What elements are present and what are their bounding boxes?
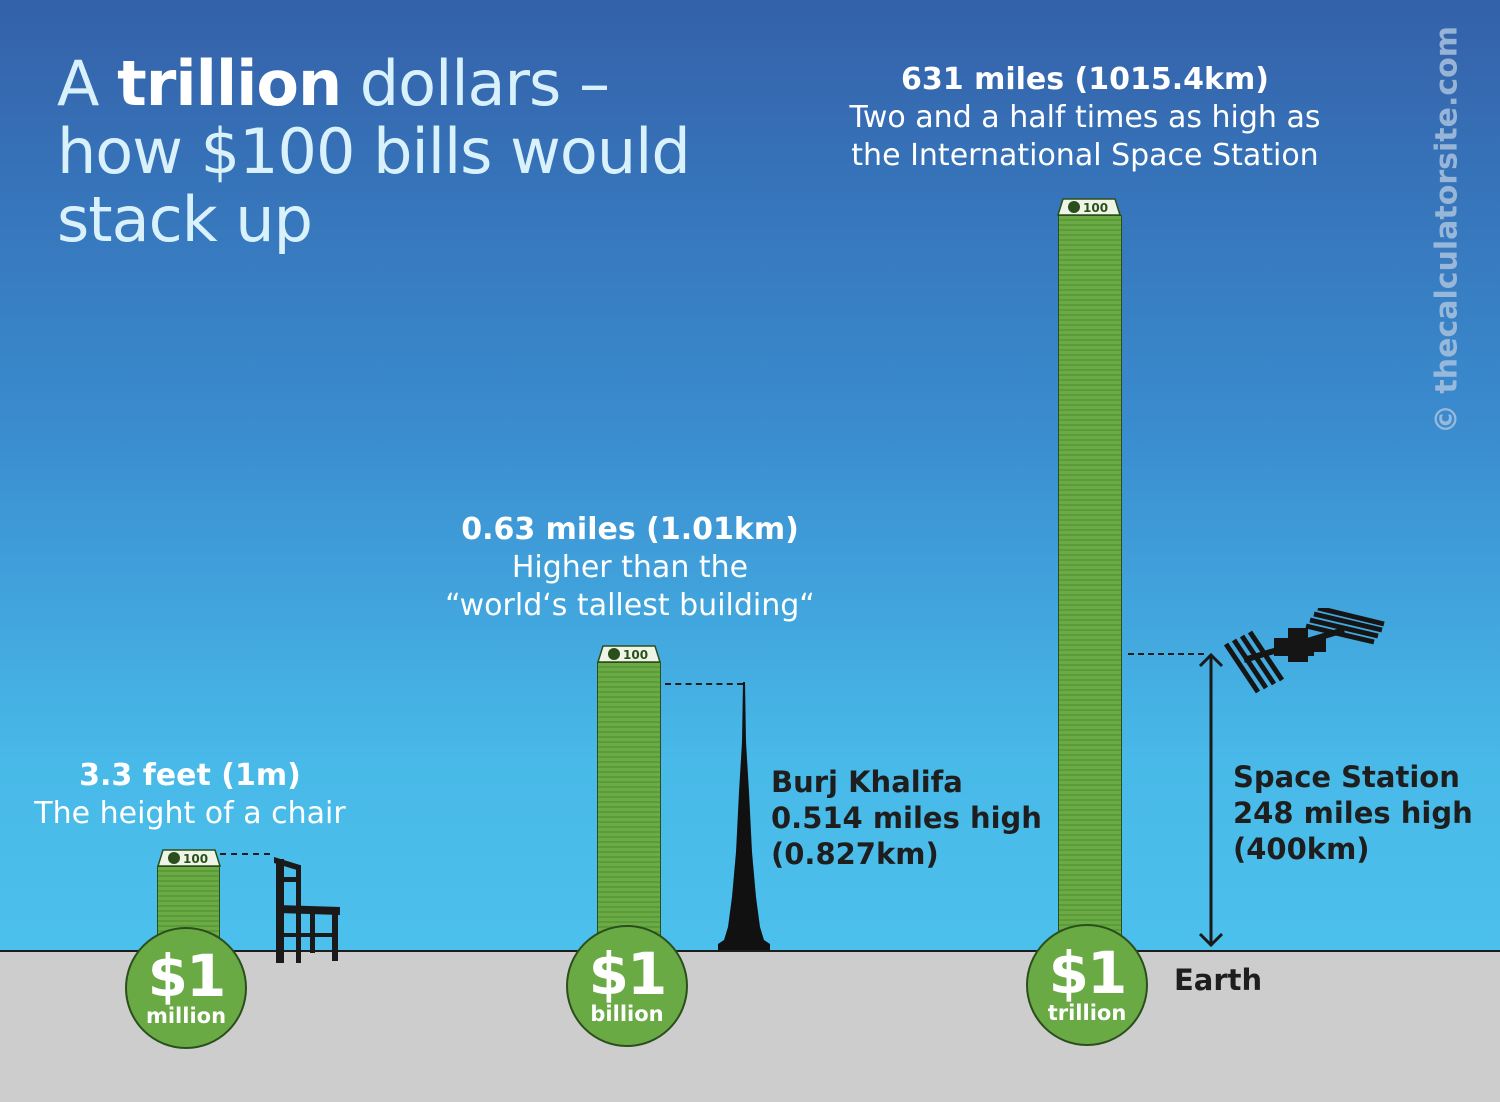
billion-stack <box>597 662 661 951</box>
billion-label: 0.63 miles (1.01km) Higher than the “wor… <box>445 512 815 623</box>
trillion-badge: $1 trillion <box>1026 924 1148 1046</box>
chair-icon <box>274 857 340 963</box>
svg-text:100: 100 <box>1083 201 1108 215</box>
trillion-stack <box>1058 215 1122 951</box>
million-badge: $1 million <box>125 927 247 1049</box>
page-title: A trillion dollars – how $100 bills woul… <box>57 47 691 256</box>
burj-height-line <box>665 683 743 685</box>
burj-khalifa-icon <box>718 682 770 950</box>
station-height-line <box>1128 653 1204 655</box>
space-station-icon <box>1224 608 1385 694</box>
svg-text:100: 100 <box>183 852 208 866</box>
chair-height-line <box>220 853 270 855</box>
burj-khalifa-label: Burj Khalifa 0.514 miles high (0.827km) <box>771 765 1042 871</box>
dollar-bill-icon: 100 <box>1057 198 1121 216</box>
earth-ground <box>0 950 1500 1102</box>
dollar-bill-icon: 100 <box>597 645 661 663</box>
earth-label: Earth <box>1174 963 1263 997</box>
watermark: © thecalculatorsite.com <box>1429 25 1465 435</box>
billion-badge: $1 billion <box>566 925 688 1047</box>
million-label: 3.3 feet (1m) The height of a chair <box>34 758 346 831</box>
sky-background <box>0 0 1500 950</box>
space-station-label: Space Station 248 miles high (400km) <box>1233 760 1473 866</box>
svg-text:100: 100 <box>623 648 648 662</box>
trillion-label: 631 miles (1015.4km) Two and a half time… <box>849 62 1321 173</box>
dollar-bill-icon: 100 <box>157 849 221 867</box>
double-arrow-icon <box>1198 652 1224 948</box>
